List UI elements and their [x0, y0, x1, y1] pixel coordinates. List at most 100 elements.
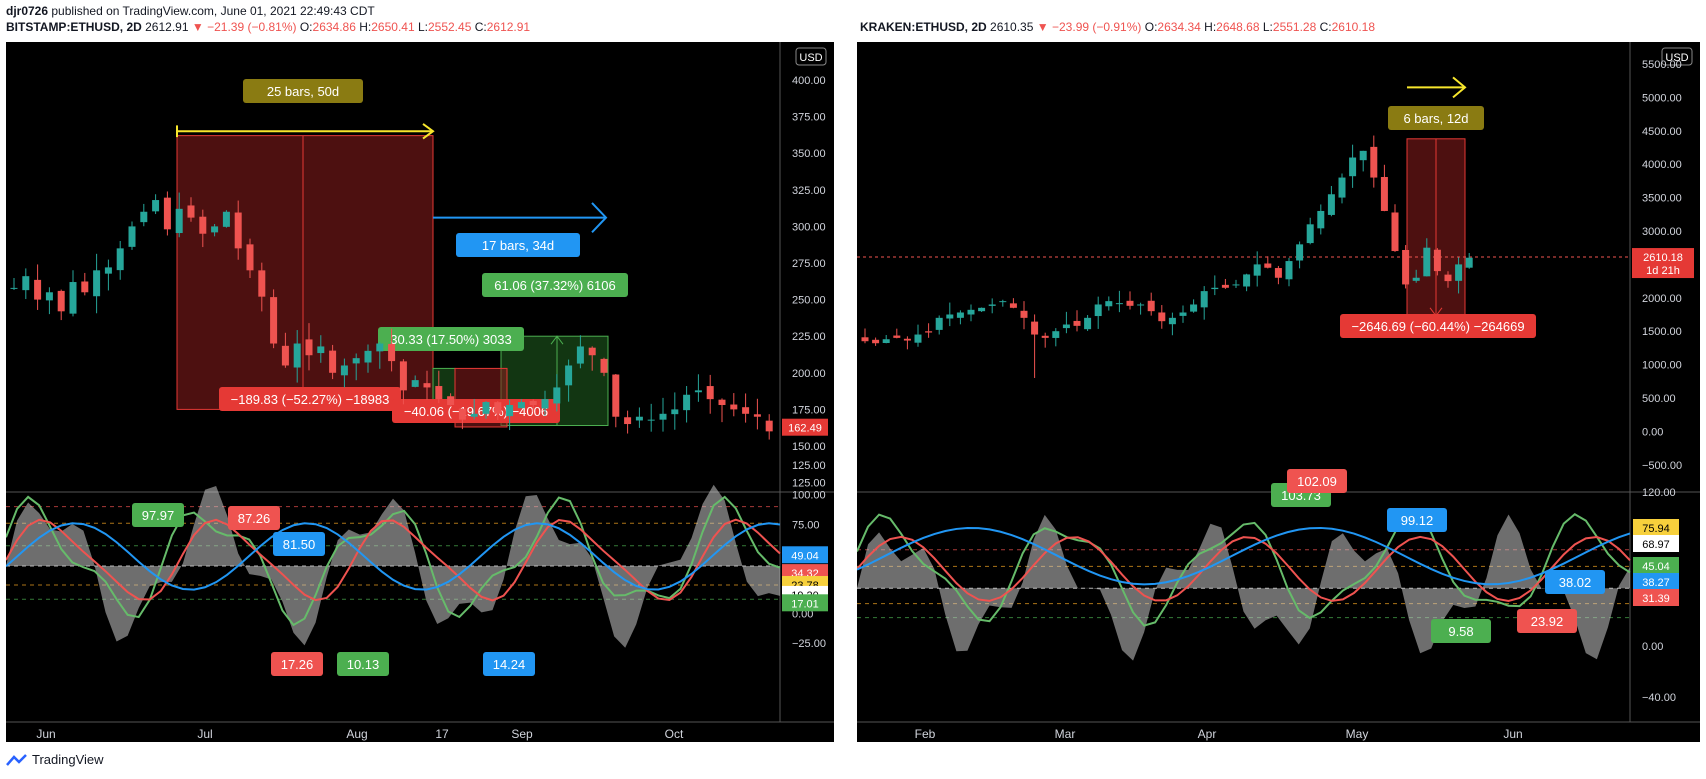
candle-body [1402, 249, 1410, 285]
osc-annotation: 87.26 [238, 511, 271, 526]
candle-body [364, 350, 372, 363]
osc-line-blue [6, 522, 781, 591]
left-symbol[interactable]: BITSTAMP:ETHUSD, 2D [6, 20, 142, 34]
osc-annotation: 102.09 [1297, 474, 1337, 489]
candle-body [104, 267, 112, 274]
candle-body [305, 339, 313, 356]
currency-badge: USD [799, 52, 822, 64]
osc-annotation-bg [132, 503, 184, 527]
osc-axis-label: 49.04 [791, 550, 819, 562]
candle-body [1306, 224, 1314, 244]
osc-axis-label-bg [1633, 519, 1679, 536]
price-tick-label: 500.00 [1642, 393, 1676, 405]
candle-body [222, 211, 230, 227]
osc-axis-label-bg [1633, 557, 1679, 574]
candle-body [152, 200, 160, 212]
candle-body [565, 365, 573, 386]
candle-body [753, 414, 761, 417]
annotation-range-yellow-bg [1388, 106, 1484, 130]
candle-body [388, 343, 396, 362]
down-arrow-icon: ▼ [1036, 20, 1049, 34]
candle-body [742, 407, 750, 414]
candle-body [1094, 304, 1102, 317]
time-axis-label: Apr [1198, 727, 1217, 741]
candle-body [246, 244, 254, 271]
osc-axis-label: 68.97 [1642, 539, 1670, 551]
candle-body [1031, 321, 1039, 335]
price-tick-label: 2000.00 [1642, 293, 1682, 305]
candle-body [175, 208, 183, 234]
candle-body [694, 390, 702, 393]
candle-body [447, 396, 455, 406]
price-tick-label: 4000.00 [1642, 159, 1682, 171]
candle-body [1253, 264, 1261, 276]
measure-box-red [176, 135, 434, 410]
candle-body [1243, 274, 1251, 287]
candle-body [128, 226, 136, 247]
osc-axis-label-bg [782, 546, 828, 564]
time-axis-label: Jun [36, 727, 55, 741]
price-tick-label: 0.00 [1642, 426, 1663, 438]
left-low: 2552.45 [427, 20, 472, 34]
osc-annotation: 17.26 [281, 657, 314, 672]
time-axis-label: May [1346, 727, 1369, 741]
footer-brand[interactable]: TradingView [32, 752, 104, 767]
candle-body [706, 386, 714, 400]
candle-body [683, 394, 691, 411]
annotation-range-yellow: 25 bars, 50d [267, 84, 339, 99]
osc-axis-label-bg [1633, 535, 1679, 552]
osc-annotation-bg [228, 506, 280, 530]
candle-body [494, 402, 502, 414]
osc-annotation-bg [273, 532, 325, 556]
candle-body [69, 282, 77, 314]
candle-body [576, 346, 584, 364]
candle-body [1147, 300, 1155, 312]
right-low: 2551.28 [1272, 20, 1317, 34]
candle-body [163, 197, 171, 230]
candle-body [872, 339, 880, 344]
candle-body [93, 270, 101, 297]
candle-body [1296, 244, 1304, 261]
price-tick-label: 350.00 [792, 148, 826, 160]
right-arrow-icon [422, 123, 435, 140]
left-chart-panel[interactable]: USD 400.00 375.00 350.00 325.00 300.00 275.00 2… [6, 42, 834, 742]
candle-body [1232, 284, 1240, 286]
candle-body [1084, 317, 1092, 330]
candle-body [281, 345, 289, 366]
candle-body [34, 279, 42, 300]
annotation-gain-large-bg [482, 273, 628, 297]
price-tick-label: 225.00 [792, 331, 826, 343]
candle-body [1115, 303, 1123, 305]
osc-tick-label: −40.00 [1642, 692, 1676, 704]
annotation-range-blue-bg [456, 233, 580, 257]
candle-body [671, 409, 679, 415]
down-arrow-icon: ▼ [191, 20, 204, 34]
osc-annotation: 97.97 [142, 508, 175, 523]
osc-line-red [857, 535, 1631, 603]
time-axis-label: Jun [1503, 727, 1522, 741]
osc-annotation-bg [1545, 570, 1605, 594]
footer: TradingView [6, 752, 104, 767]
candle-body [1137, 304, 1145, 306]
right-symbol[interactable]: KRAKEN:ETHUSD, 2D [860, 20, 987, 34]
time-axis-label: Oct [665, 727, 684, 741]
osc-tick-label: 0.00 [792, 609, 813, 621]
candle-body [329, 350, 337, 373]
osc-axis-label: 45.04 [1642, 561, 1670, 573]
candle-body [1274, 268, 1282, 278]
publisher-user[interactable]: djr0726 [6, 4, 49, 18]
candle-body [411, 380, 419, 387]
price-tick-label: 125.00 [792, 478, 826, 490]
candle-body [647, 419, 655, 421]
candle-body [1200, 291, 1208, 308]
candle-body [1359, 150, 1367, 161]
osc-tick-label: 0.00 [1642, 641, 1663, 653]
osc-line-green [6, 495, 781, 627]
annotation-loss-bg [1340, 314, 1536, 338]
candle-body [211, 226, 219, 233]
last-price-label: 162.49 [788, 423, 822, 435]
candle-body [340, 365, 348, 376]
last-price-label-bg [1632, 248, 1694, 279]
candle-body [1423, 247, 1431, 277]
